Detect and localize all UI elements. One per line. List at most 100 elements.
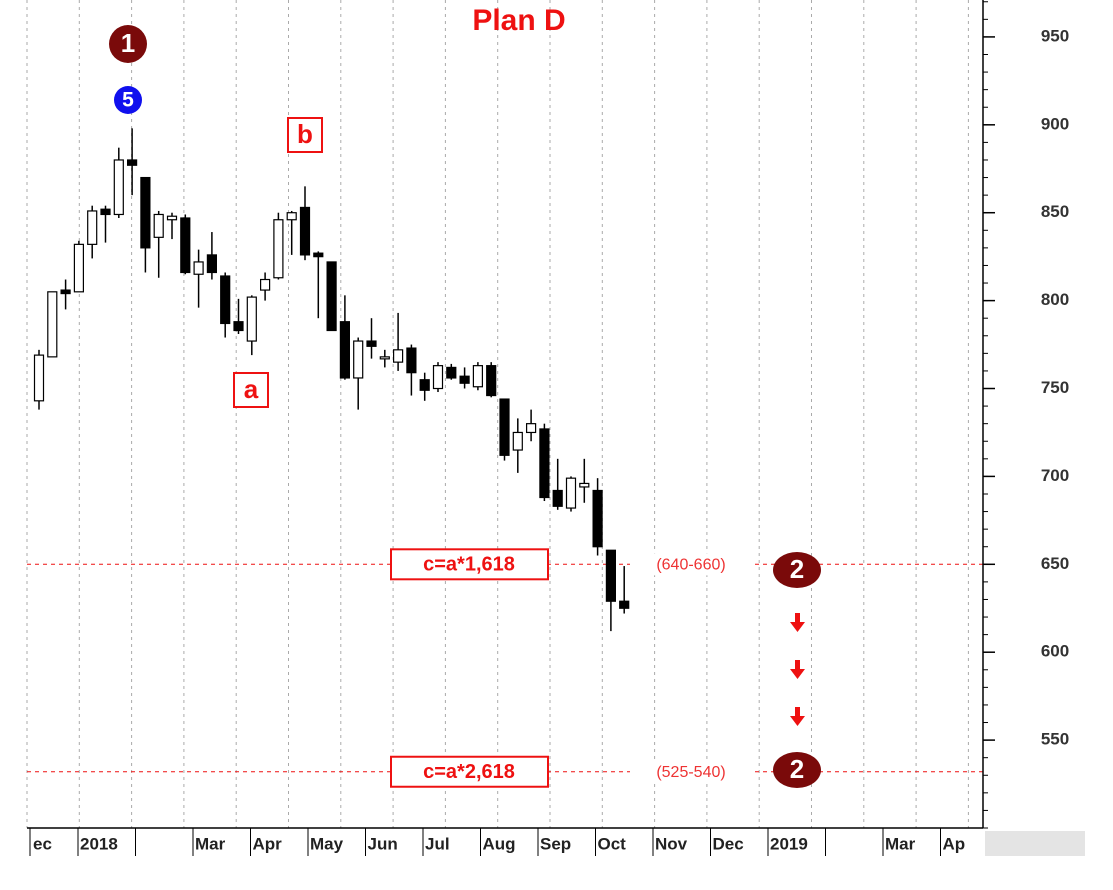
y-tick-label: 650 [1041,554,1069,573]
a-box [233,372,269,408]
candle-body [47,291,58,358]
y-tick-label: 550 [1041,730,1069,749]
candle-body [286,212,297,221]
y-tick-label: 700 [1041,466,1069,485]
axis: 550 600 650 700 750 800 850 900 950 ec 2018 Mar Apr M… [27,0,1085,856]
x-tick-label: Oct [598,834,627,853]
arrow [790,613,805,632]
candle-body [273,219,284,279]
candle-body [299,206,311,256]
candle-body [592,489,603,548]
candle-body [379,356,390,360]
candle-body [419,379,430,391]
candle-body [87,210,98,245]
wave-5-badge [114,86,142,114]
x-tick-label: Nov [655,834,688,853]
candle-body [339,321,350,379]
grid [26,0,969,828]
range-label: (525-540) [656,764,725,781]
wave-2-label: 2 [790,754,804,784]
wave-2-badge [773,552,821,588]
level-label: c=a*2,618 [423,761,515,783]
y-tick-label: 950 [1041,26,1069,45]
candle-body [605,549,617,602]
candle-body [326,261,337,332]
candle-body [353,340,364,379]
x-tick-label: Sep [540,834,571,853]
candle-body [486,365,497,397]
arrow [790,707,805,726]
x-tick-label: 2018 [80,834,118,853]
range-label: (640-660) [656,557,725,574]
candle-body [73,243,85,293]
level-box [390,548,549,581]
chart-title: Plan D [472,4,565,37]
candle-body [260,278,271,291]
candle-body [206,254,217,274]
candle-body [459,375,470,384]
candle-body [472,365,483,388]
candles [33,128,630,632]
x-tick-label: Jun [368,834,398,853]
b-box [287,117,323,153]
x-tick-label: Dec [713,834,744,853]
x-tick-label: Apr [253,834,283,853]
candle-body [393,349,404,363]
x-tick-label: Mar [195,834,226,853]
candle-body [233,321,244,332]
y-tick-label: 750 [1041,378,1069,397]
candle-body [313,252,324,258]
candle-body [406,347,417,374]
candle-body [539,428,550,499]
range-bg [630,553,752,576]
wave-5-label: 5 [122,89,134,112]
down-arrows [790,613,805,726]
y-tick-label: 800 [1041,290,1069,309]
candle-body [113,159,124,216]
candle-body [579,482,590,488]
levels: c=a*1,618 (640-660) c=a*2,618 (525-540) [27,548,983,788]
b-label: b [297,119,313,149]
y-tick-label: 850 [1041,202,1069,221]
candle-body [619,600,630,609]
candle-body [446,366,457,379]
wave-1-label: 1 [121,28,135,58]
y-tick-label: 900 [1041,114,1069,133]
candle-body [180,217,191,274]
range-bg [630,760,752,783]
y-tick-label: 600 [1041,642,1069,661]
x-tick-label: Mar [885,834,916,853]
x-tick-label: 2019 [770,834,808,853]
x-tick-label: May [310,834,344,853]
x-tick-label: Aug [483,834,516,853]
level-label: c=a*1,618 [423,554,515,576]
wave-1-badge [109,25,147,63]
candle-body [525,423,537,434]
level-box [390,755,549,788]
x-tick-label: Jul [425,834,450,853]
candle-body [153,213,164,238]
candle-body [193,261,204,275]
candle-body [140,176,151,249]
candle-body [565,477,577,509]
candle-body [100,208,111,216]
a-label: a [244,374,259,404]
candle-body [366,340,377,347]
candle-body [60,289,71,295]
candle-body [552,489,563,507]
candle-body [432,365,444,390]
arrow [790,660,805,679]
x-tick-label: Ap [943,834,966,853]
x-tick-label: ec [33,834,52,853]
candle-body [166,215,178,221]
wave-2-label: 2 [790,554,804,584]
candle-body [126,159,138,166]
candle-body [246,296,257,342]
wave-2-badge [773,752,821,788]
candle-body [512,431,523,451]
candle-body [33,354,45,402]
axis-corner [985,831,1085,856]
